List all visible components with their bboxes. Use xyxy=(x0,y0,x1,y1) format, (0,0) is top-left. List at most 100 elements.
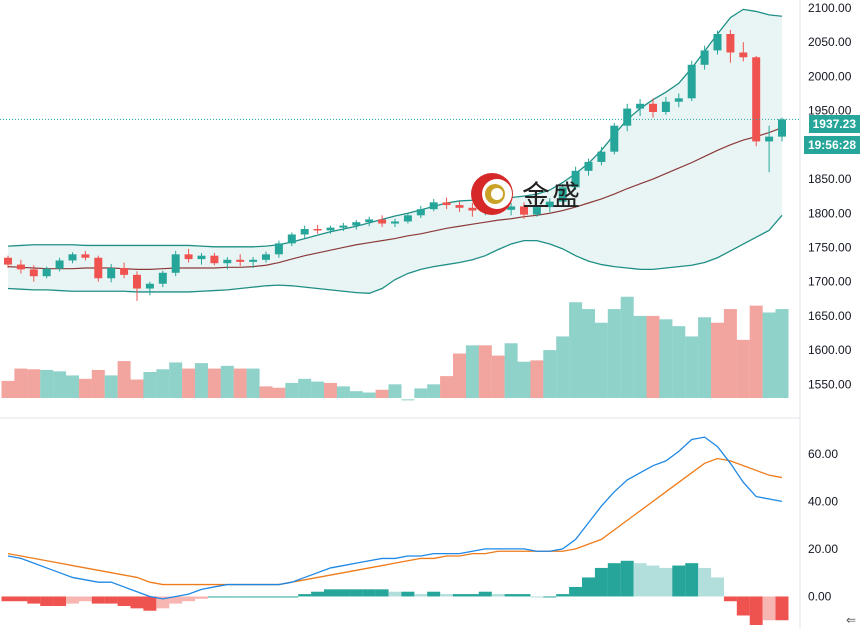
candle-body xyxy=(55,260,64,269)
price-axis-tick-label: 2000.00 xyxy=(808,69,852,83)
macd-histogram-bar xyxy=(285,596,299,598)
volume-bar xyxy=(465,345,479,398)
candle-body xyxy=(468,207,477,211)
volume-bar xyxy=(259,386,273,398)
macd-histogram-bar xyxy=(27,596,41,604)
macd-histogram-bar xyxy=(736,596,750,616)
macd-histogram-bar xyxy=(220,596,234,598)
macd-histogram-bar xyxy=(143,596,157,611)
volume-bar xyxy=(711,322,724,398)
macd-histogram-bar xyxy=(465,594,479,597)
macd-histogram-bar xyxy=(414,594,428,597)
price-axis-tick-label: 1600.00 xyxy=(808,343,852,357)
candle-body xyxy=(778,119,786,137)
macd-histogram-bar xyxy=(182,596,196,602)
volume-bar xyxy=(156,369,170,398)
volume-bar xyxy=(723,309,737,398)
macd-histogram-bar xyxy=(607,563,621,597)
brand-logo: 金盛 xyxy=(470,172,582,216)
price-axis-tick-label: 1800.00 xyxy=(808,206,852,220)
volume-bar xyxy=(14,368,28,398)
volume-bar xyxy=(685,336,699,398)
macd-histogram-bar xyxy=(620,560,634,597)
volume-bar xyxy=(659,319,673,398)
volume-bar xyxy=(530,360,544,398)
volume-bar xyxy=(620,296,634,398)
candle-body xyxy=(81,254,90,258)
macd-histogram-bar xyxy=(336,589,350,597)
candle-body xyxy=(661,101,670,112)
macd-axis-tick-label: 0.00 xyxy=(808,589,832,603)
volume-bar xyxy=(130,379,144,398)
macd-histogram-bar xyxy=(698,567,712,597)
macd-histogram-bar xyxy=(633,563,647,597)
price-axis-tick-label: 1850.00 xyxy=(808,172,852,186)
macd-line xyxy=(7,436,783,600)
volume-bar xyxy=(40,369,54,398)
macd-histogram-bar xyxy=(233,596,247,598)
candle-body xyxy=(610,125,619,152)
scroll-back-arrow-icon[interactable]: ⇐ xyxy=(845,613,856,627)
macd-histogram-bar xyxy=(195,596,208,599)
candle-body xyxy=(520,206,528,215)
candle-body xyxy=(184,254,193,260)
macd-histogram-bar xyxy=(375,589,389,597)
macd-histogram-bar xyxy=(259,596,273,598)
macd-histogram-bar xyxy=(117,596,131,606)
macd-histogram-bar xyxy=(672,565,686,597)
volume-bar xyxy=(27,369,41,398)
candle-body xyxy=(687,64,696,99)
volume-bar xyxy=(285,382,299,398)
macd-histogram-bar xyxy=(685,563,699,597)
volume-bar xyxy=(736,339,750,398)
volume-bar xyxy=(220,365,234,398)
volume-bar xyxy=(91,369,105,398)
candle-body xyxy=(120,268,129,275)
macd-histogram-bar xyxy=(556,594,570,597)
macd-histogram-bar xyxy=(104,596,118,604)
macd-histogram-bar xyxy=(517,594,531,597)
macd-histogram-bar xyxy=(66,596,79,604)
volume-bar xyxy=(594,322,608,398)
volume-bar xyxy=(388,384,402,398)
candle-body xyxy=(249,259,258,262)
volume-bar xyxy=(182,368,196,398)
volume-bar xyxy=(543,350,557,398)
price-axis-tick-label: 2100.00 xyxy=(808,1,852,15)
candle-body xyxy=(4,257,12,265)
candle-body xyxy=(765,136,774,142)
volume-bar xyxy=(195,363,208,398)
candle-body xyxy=(29,269,38,277)
candle-body xyxy=(94,257,103,279)
candle-body xyxy=(274,243,283,255)
volume-bar xyxy=(311,381,325,398)
moving-average-line xyxy=(7,127,783,270)
macd-histogram-bar xyxy=(646,565,660,597)
candle-body xyxy=(507,206,516,210)
candle-body xyxy=(42,268,51,277)
macd-histogram-bar xyxy=(91,596,105,604)
candle-body xyxy=(262,254,270,260)
candle-body xyxy=(623,108,632,126)
candle-body xyxy=(532,207,541,215)
macd-histogram-bar xyxy=(401,591,415,597)
price-axis-tick-label: 1550.00 xyxy=(808,377,852,391)
candle-body xyxy=(287,234,296,244)
macd-histogram-bar xyxy=(491,594,505,597)
macd-histogram-bar xyxy=(156,596,170,609)
candle-body xyxy=(300,229,309,235)
volume-bar xyxy=(633,315,647,398)
macd-histogram-bar xyxy=(272,596,286,598)
volume-bar xyxy=(582,309,595,398)
macd-histogram-bar xyxy=(478,591,492,597)
candle-body xyxy=(391,221,399,224)
candle-body xyxy=(68,254,77,261)
volume-bar xyxy=(336,386,350,398)
candle-body xyxy=(352,222,361,226)
brand-logo-icon xyxy=(471,173,513,215)
candle-body xyxy=(416,209,425,216)
macd-histogram-bar xyxy=(582,577,595,597)
candle-body xyxy=(339,225,348,228)
